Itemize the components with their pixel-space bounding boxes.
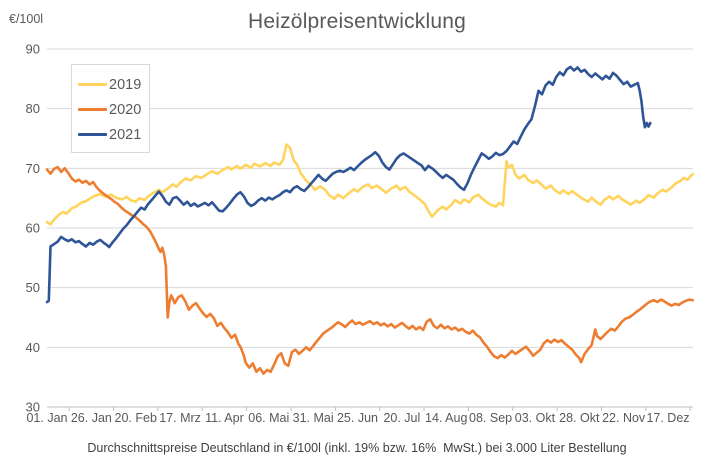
chart-title: Heizölpreisentwicklung [248,10,466,33]
series-line-2021 [45,65,652,304]
legend-swatch-2021 [78,133,107,136]
legend-item-2019: 2019 [78,72,149,97]
y-tick-label-80: 80 [26,101,40,116]
x-tick-label-14: 22. Nov [602,411,646,425]
y-axis-unit-label: €/100l [9,12,44,26]
x-tick-label-9: 20. Jul [383,411,420,425]
legend-label: 2019 [109,76,142,93]
legend-swatch-2019 [78,83,107,86]
x-tick-label-10: 14. Aug [425,411,467,425]
x-tick-label-7: 31. Mai [293,411,334,425]
y-tick-label-30: 30 [26,400,40,415]
y-tick-label-70: 70 [26,161,40,176]
x-tick-label-15: 17. Dez [646,411,689,425]
x-tick-label-6: 06. Mai [248,411,289,425]
footer-note: Durchschnittspreise Deutschland in €/100… [87,441,627,455]
series-line-2020 [45,165,695,375]
legend-item-2021: 2021 [78,122,149,147]
x-tick-label-11: 08. Sep [469,411,512,425]
series-line-2019 [45,143,695,226]
x-tick-label-5: 11. Apr [205,411,244,425]
y-tick-label-60: 60 [26,220,40,235]
x-tick-label-1: 01. Jan [26,411,67,425]
x-tick-label-4: 17. Mrz [159,411,201,425]
y-tick-label-90: 90 [26,41,40,56]
legend-label: 2021 [109,126,142,143]
y-tick-label-50: 50 [26,280,40,295]
x-tick-label-13: 28. Okt [559,411,600,425]
x-tick-label-12: 03. Okt [515,411,556,425]
legend-swatch-2020 [78,108,107,111]
legend-item-2020: 2020 [78,97,149,122]
legend: 2019 2020 2021 [71,64,150,153]
x-tick-label-3: 20. Feb [115,411,157,425]
x-tick-label-8: 25. Jun [337,411,378,425]
legend-label: 2020 [109,101,142,118]
x-tick-label-2: 26. Jan [71,411,112,425]
y-tick-label-40: 40 [26,340,40,355]
